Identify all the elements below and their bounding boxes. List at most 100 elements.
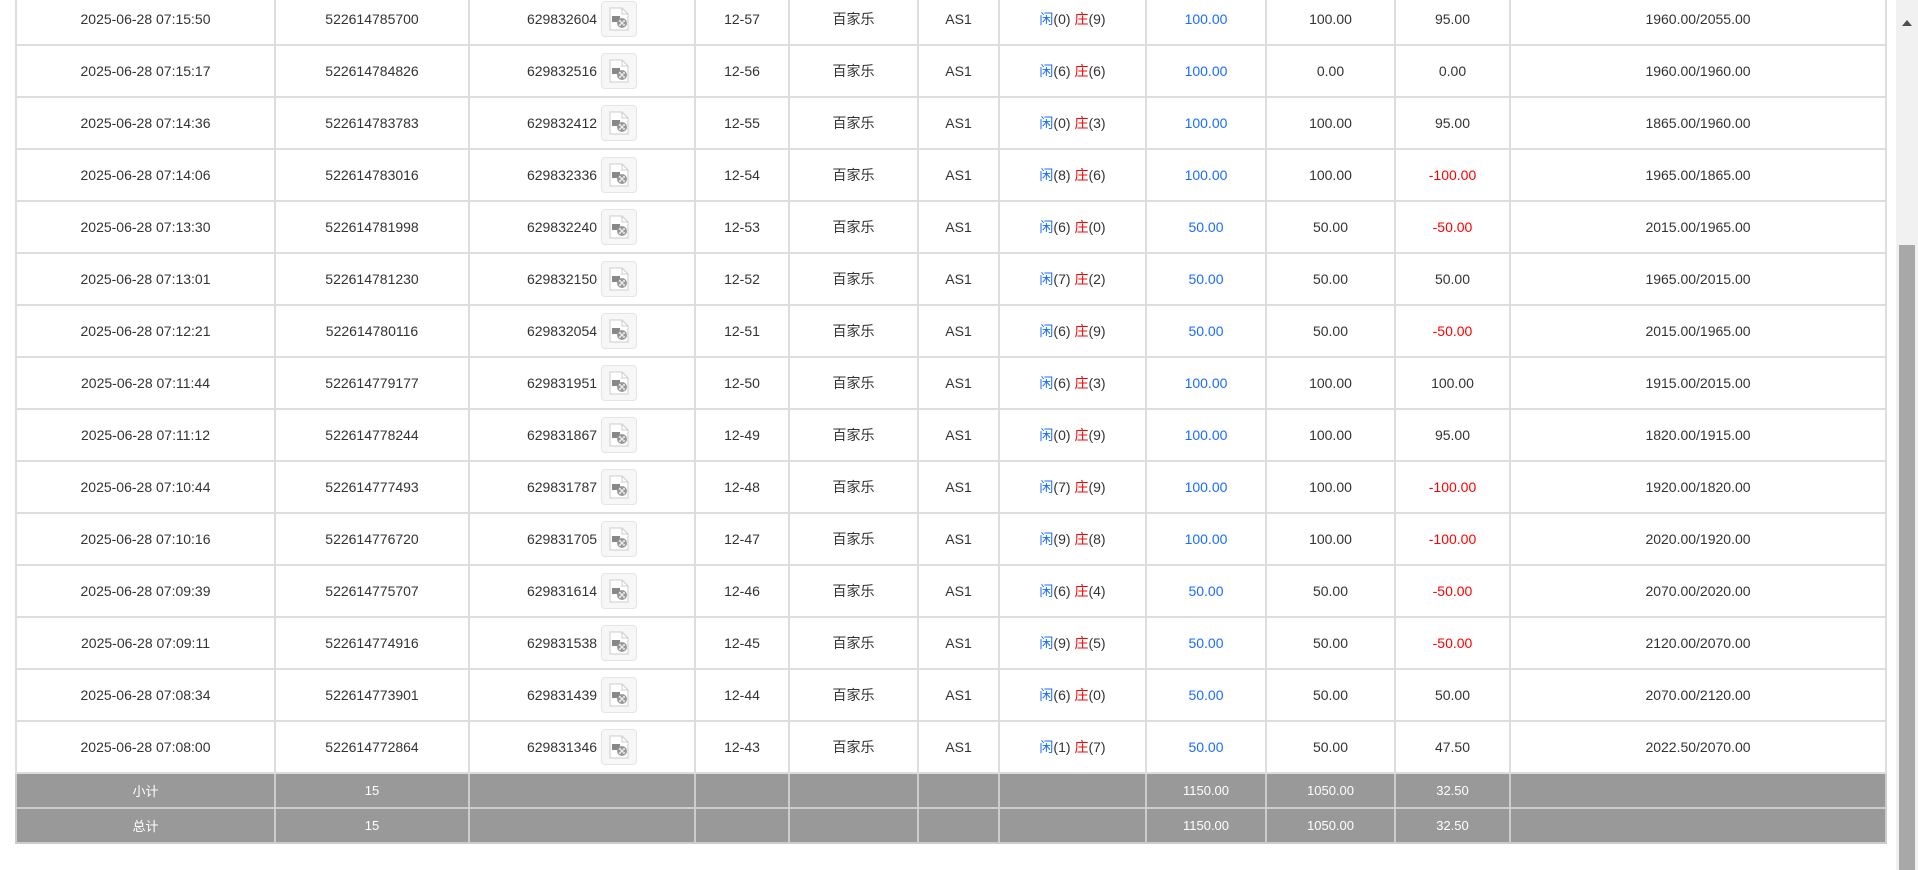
bet-time: 2025-06-28 07:13:01 (15, 252, 276, 306)
game-name: 百家乐 (788, 408, 919, 462)
table-name: AS1 (917, 252, 1000, 306)
valid-bet: 100.00 (1265, 356, 1396, 410)
balance-before-after: 2070.00/2120.00 (1509, 668, 1887, 722)
shoe-number: 12-54 (694, 148, 790, 202)
result-cell: 闲(9) 庄(8) (998, 512, 1147, 566)
game-name: 百家乐 (788, 96, 919, 150)
round-cell: 629832604 (468, 0, 696, 46)
round-cell: 629832412 (468, 96, 696, 150)
empty-cell (1509, 807, 1887, 844)
order-number: 522614778244 (274, 408, 470, 462)
table-row: 2025-06-28 07:13:01 522614781230 6298321… (15, 252, 1887, 306)
table-name: AS1 (917, 200, 1000, 254)
result-cell: 闲(8) 庄(6) (998, 148, 1147, 202)
balance-before-after: 1965.00/1865.00 (1509, 148, 1887, 202)
video-replay-icon[interactable] (601, 365, 638, 401)
video-replay-icon[interactable] (601, 573, 638, 609)
order-number: 522614774916 (274, 616, 470, 670)
banker-label: 庄 (1074, 63, 1089, 79)
vertical-scrollbar[interactable] (1896, 0, 1918, 870)
player-points: (0) (1053, 11, 1071, 27)
round-number: 629831346 (526, 739, 598, 755)
balance-before-after: 2020.00/1920.00 (1509, 512, 1887, 566)
shoe-number: 12-50 (694, 356, 790, 410)
table-name: AS1 (917, 44, 1000, 98)
bet-records-table-container: 2025-06-28 07:15:50 522614785700 6298326… (15, 0, 1887, 844)
video-replay-icon[interactable] (601, 53, 638, 89)
round-number: 629831867 (526, 427, 598, 443)
shoe-number: 12-55 (694, 96, 790, 150)
banker-points: (9) (1088, 11, 1106, 27)
player-label: 闲 (1039, 583, 1054, 599)
video-replay-icon[interactable] (601, 1, 638, 37)
player-points: (8) (1053, 167, 1071, 183)
bet-amount: 100.00 (1145, 512, 1267, 566)
video-replay-icon[interactable] (601, 677, 638, 713)
banker-label: 庄 (1074, 167, 1089, 183)
bet-time: 2025-06-28 07:08:00 (15, 720, 276, 774)
empty-cell (788, 807, 919, 844)
bet-time: 2025-06-28 07:11:44 (15, 356, 276, 410)
game-name: 百家乐 (788, 720, 919, 774)
table-name: AS1 (917, 616, 1000, 670)
video-replay-icon[interactable] (601, 105, 638, 141)
scroll-up-arrow-icon[interactable] (1902, 20, 1912, 26)
total-valid: 1050.00 (1265, 807, 1396, 844)
table-name: AS1 (917, 96, 1000, 150)
bet-time: 2025-06-28 07:11:12 (15, 408, 276, 462)
player-points: (0) (1053, 427, 1071, 443)
video-replay-icon[interactable] (601, 469, 638, 505)
video-replay-icon[interactable] (601, 729, 638, 765)
round-number: 629831538 (526, 635, 598, 651)
result-cell: 闲(7) 庄(9) (998, 460, 1147, 514)
banker-label: 庄 (1074, 375, 1089, 391)
bet-time: 2025-06-28 07:14:06 (15, 148, 276, 202)
bet-amount: 50.00 (1145, 616, 1267, 670)
result-cell: 闲(1) 庄(7) (998, 720, 1147, 774)
video-replay-icon[interactable] (601, 313, 638, 349)
player-label: 闲 (1039, 479, 1054, 495)
banker-points: (8) (1088, 531, 1106, 547)
order-number: 522614779177 (274, 356, 470, 410)
video-replay-icon[interactable] (601, 625, 638, 661)
table-row: 2025-06-28 07:15:17 522614784826 6298325… (15, 44, 1887, 98)
banker-points: (0) (1088, 219, 1106, 235)
round-number: 629831439 (526, 687, 598, 703)
valid-bet: 50.00 (1265, 564, 1396, 618)
player-label: 闲 (1039, 531, 1054, 547)
video-replay-icon[interactable] (601, 157, 638, 193)
bet-amount: 50.00 (1145, 668, 1267, 722)
bet-amount: 50.00 (1145, 304, 1267, 358)
total-row: 总计 15 1150.00 1050.00 32.50 (15, 807, 1887, 844)
banker-label: 庄 (1074, 427, 1089, 443)
banker-label: 庄 (1074, 11, 1089, 27)
bet-time: 2025-06-28 07:08:34 (15, 668, 276, 722)
bet-amount: 100.00 (1145, 460, 1267, 514)
player-points: (0) (1053, 115, 1071, 131)
bet-amount: 50.00 (1145, 252, 1267, 306)
game-name: 百家乐 (788, 304, 919, 358)
video-replay-icon[interactable] (601, 417, 638, 453)
table-row: 2025-06-28 07:11:44 522614779177 6298319… (15, 356, 1887, 410)
table-name: AS1 (917, 720, 1000, 774)
bet-amount: 100.00 (1145, 0, 1267, 46)
player-points: (6) (1053, 687, 1071, 703)
result-cell: 闲(6) 庄(6) (998, 44, 1147, 98)
video-replay-icon[interactable] (601, 521, 638, 557)
video-replay-icon[interactable] (601, 261, 638, 297)
empty-cell (788, 772, 919, 809)
video-replay-icon[interactable] (601, 209, 638, 245)
shoe-number: 12-48 (694, 460, 790, 514)
table-name: AS1 (917, 356, 1000, 410)
empty-cell (1509, 772, 1887, 809)
banker-label: 庄 (1074, 115, 1089, 131)
bet-amount: 100.00 (1145, 44, 1267, 98)
bet-time: 2025-06-28 07:15:50 (15, 0, 276, 46)
order-number: 522614784826 (274, 44, 470, 98)
round-number: 629832516 (526, 63, 598, 79)
balance-before-after: 2015.00/1965.00 (1509, 304, 1887, 358)
bet-amount: 50.00 (1145, 564, 1267, 618)
scrollbar-thumb[interactable] (1899, 245, 1915, 870)
game-name: 百家乐 (788, 356, 919, 410)
player-points: (9) (1053, 531, 1071, 547)
